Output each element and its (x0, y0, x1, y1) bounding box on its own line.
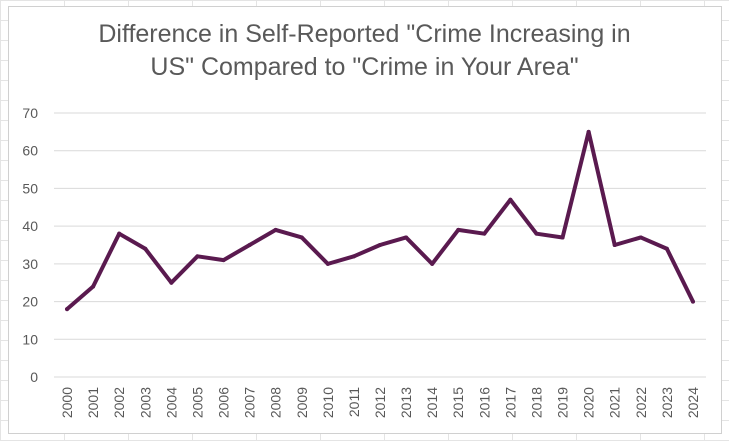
chart-title: Difference in Self-Reported "Crime Incre… (0, 18, 729, 84)
data-point[interactable] (482, 231, 487, 236)
data-point[interactable] (664, 246, 669, 251)
data-point[interactable] (273, 227, 278, 232)
y-tick-label: 40 (22, 218, 38, 234)
gridlines (54, 112, 706, 378)
y-tick-label: 0 (30, 369, 38, 385)
x-tick-label: 2003 (137, 387, 153, 418)
x-tick-label: 2023 (659, 387, 675, 418)
x-tick-label: 2016 (476, 387, 492, 418)
data-point[interactable] (560, 235, 565, 240)
x-tick-label: 2002 (111, 387, 127, 418)
x-tick-label: 2012 (372, 387, 388, 418)
data-point[interactable] (169, 280, 174, 285)
chart-title-line-2: US" Compared to "Crime in Your Area" (150, 53, 579, 81)
data-point[interactable] (456, 227, 461, 232)
data-point[interactable] (508, 197, 513, 202)
series-line-0[interactable] (65, 129, 695, 312)
x-tick-label: 2021 (607, 387, 623, 418)
data-point[interactable] (430, 261, 435, 266)
x-tick-label: 2017 (502, 387, 518, 418)
data-point[interactable] (221, 258, 226, 263)
x-tick-label: 2006 (216, 387, 232, 418)
data-point[interactable] (690, 299, 695, 304)
data-point[interactable] (299, 235, 304, 240)
x-tick-label: 2019 (555, 387, 571, 418)
x-tick-label: 2011 (346, 387, 362, 417)
data-point[interactable] (325, 261, 330, 266)
y-tick-label: 70 (22, 105, 38, 121)
data-point[interactable] (65, 307, 70, 312)
data-point[interactable] (143, 246, 148, 251)
y-tick-label: 20 (22, 294, 38, 310)
y-axis-ticks: 0 10 20 30 40 50 60 70 (22, 105, 38, 385)
data-point[interactable] (534, 231, 539, 236)
chart-title-line-1: Difference in Self-Reported "Crime Incre… (98, 20, 631, 48)
x-tick-label: 2013 (398, 387, 414, 418)
data-point[interactable] (612, 243, 617, 247)
chart-area[interactable] (8, 6, 722, 434)
data-point[interactable] (638, 235, 643, 240)
data-point[interactable] (351, 254, 356, 259)
series-layer (65, 129, 695, 312)
x-tick-label: 2009 (294, 387, 310, 418)
data-point[interactable] (195, 254, 200, 259)
x-tick-label: 2015 (450, 387, 466, 418)
x-tick-label: 2000 (59, 387, 75, 418)
x-tick-label: 2004 (163, 387, 179, 418)
data-point[interactable] (404, 235, 409, 240)
x-tick-label: 2022 (633, 387, 649, 418)
x-tick-label: 2005 (189, 387, 205, 418)
x-axis-ticks: 2000 2001 2002 2003 2004 2005 2006 2007 2008 2009… (59, 387, 701, 418)
x-tick-label: 2018 (528, 387, 544, 418)
y-tick-label: 50 (22, 180, 38, 196)
data-point[interactable] (117, 231, 122, 236)
x-tick-label: 2020 (581, 387, 597, 418)
x-tick-label: 2014 (424, 387, 440, 418)
x-tick-label: 2007 (242, 387, 258, 418)
x-tick-label: 2001 (85, 387, 101, 418)
x-tick-label: 2010 (320, 387, 336, 418)
y-tick-label: 30 (22, 256, 38, 272)
data-point[interactable] (586, 129, 591, 134)
y-tick-label: 60 (22, 143, 38, 159)
x-tick-label: 2008 (268, 387, 284, 418)
x-tick-label: 2024 (685, 387, 701, 418)
data-point[interactable] (91, 284, 96, 289)
y-tick-label: 10 (22, 331, 38, 347)
data-point[interactable] (247, 243, 252, 247)
data-point[interactable] (378, 243, 382, 247)
